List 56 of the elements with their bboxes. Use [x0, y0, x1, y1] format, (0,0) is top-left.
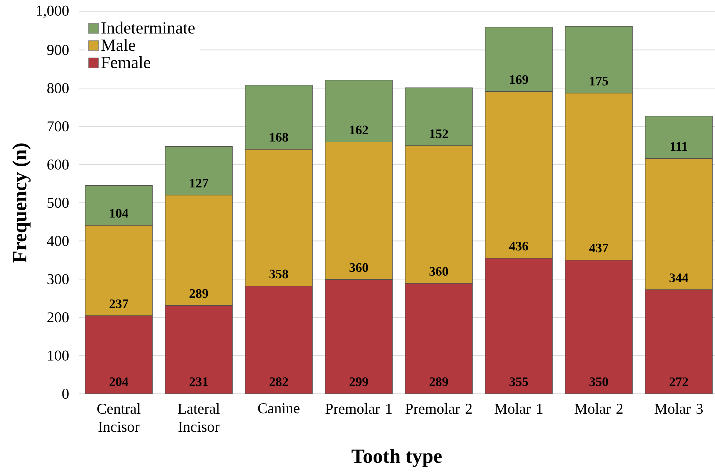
data-label: 282: [270, 378, 288, 386]
data-label: 350: [590, 378, 608, 386]
y-tick-label: 800: [48, 83, 69, 94]
bar: [485, 258, 553, 394]
data-label: 169: [510, 75, 528, 84]
x-tick-label: Premolar 1: [326, 404, 392, 414]
data-label: 289: [430, 378, 448, 386]
y-tick-label: 1,000: [37, 6, 69, 18]
data-label: 127: [190, 179, 208, 188]
y-tick-label: 0: [62, 388, 69, 400]
bar: [565, 260, 633, 394]
data-label: 162: [350, 126, 368, 135]
x-tick-label: Molar 1: [494, 404, 543, 414]
legend-label: Male: [102, 39, 136, 52]
data-label: 437: [589, 244, 608, 253]
data-label: 289: [190, 289, 208, 298]
data-label: 360: [350, 263, 368, 272]
data-label: 299: [350, 378, 368, 386]
y-tick-label: 700: [48, 122, 69, 132]
y-tick-label: 100: [48, 350, 69, 361]
bar: [165, 306, 233, 394]
x-tick-label: Lateral Incisor: [178, 404, 220, 432]
legend-label: Indeterminate: [102, 22, 195, 34]
y-tick-label: 300: [48, 274, 69, 284]
y-tick-label: 200: [48, 312, 69, 323]
data-label: 272: [670, 378, 688, 386]
x-tick-label: Canine: [258, 404, 300, 414]
y-tick-label: 900: [47, 45, 69, 56]
data-label: 237: [110, 300, 128, 308]
bar: [245, 286, 313, 394]
legend-label: Female: [102, 56, 151, 68]
data-label: 360: [430, 267, 448, 276]
x-tick-label: Premolar 2: [406, 404, 472, 414]
x-tick-label: Molar 2: [574, 404, 623, 414]
y-tick-label: 500: [48, 198, 69, 208]
data-label: 175: [590, 77, 608, 86]
x-axis-title: Tooth type: [352, 449, 442, 468]
data-label: 344: [670, 274, 689, 282]
data-label: 111: [671, 142, 688, 151]
x-tick-label: Central Incisor: [98, 404, 141, 432]
data-label: 204: [110, 378, 129, 386]
data-label: 231: [190, 378, 208, 386]
data-label: 168: [270, 133, 288, 142]
data-label: 355: [510, 378, 528, 386]
y-axis-title: Frequency (n): [12, 144, 31, 263]
bar: [325, 280, 393, 394]
bar: [85, 316, 153, 394]
data-label: 358: [270, 270, 288, 279]
bar: [645, 290, 713, 394]
data-label: 436: [509, 242, 528, 251]
bar: [405, 284, 473, 394]
x-tick-label: Molar 3: [654, 404, 703, 414]
y-tick-label: 400: [47, 236, 69, 246]
y-tick-label: 600: [48, 160, 69, 170]
data-label: 152: [430, 130, 448, 138]
data-label: 104: [110, 209, 129, 218]
